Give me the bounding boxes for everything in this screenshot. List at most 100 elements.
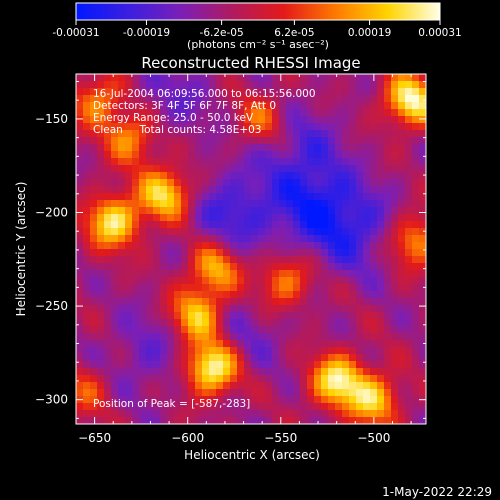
- heatmap-cell: [356, 284, 364, 292]
- heatmap-cell: [244, 214, 252, 222]
- heatmap-cell: [83, 326, 91, 334]
- heatmap-cell: [265, 417, 273, 424]
- heatmap-cell: [209, 403, 217, 411]
- heatmap-cell: [258, 396, 266, 404]
- heatmap-cell: [90, 382, 98, 390]
- heatmap-cell: [97, 228, 105, 236]
- heatmap-cell: [195, 228, 203, 236]
- heatmap-cell: [405, 284, 413, 292]
- heatmap-cell: [202, 298, 210, 306]
- heatmap-cell: [272, 312, 280, 320]
- heatmap-cell: [76, 95, 84, 103]
- heatmap-cell: [118, 221, 126, 229]
- heatmap-cell: [230, 214, 238, 222]
- heatmap-cell: [391, 116, 399, 124]
- heatmap-cell: [76, 123, 84, 131]
- heatmap-cell: [265, 123, 273, 131]
- heatmap-cell: [279, 270, 287, 278]
- heatmap-cell: [97, 277, 105, 285]
- heatmap-cell: [265, 158, 273, 166]
- heatmap-cell: [265, 354, 273, 362]
- heatmap-cell: [209, 256, 217, 264]
- heatmap-cell: [139, 291, 147, 299]
- heatmap-cell: [202, 403, 210, 411]
- heatmap-cell: [195, 403, 203, 411]
- heatmap-cell: [90, 249, 98, 257]
- heatmap-cell: [391, 340, 399, 348]
- heatmap-cell: [90, 102, 98, 110]
- heatmap-cell: [286, 396, 294, 404]
- heatmap-cell: [97, 130, 105, 138]
- heatmap-cell: [335, 214, 343, 222]
- heatmap-cell: [230, 242, 238, 250]
- heatmap-cell: [293, 284, 301, 292]
- heatmap-cell: [314, 228, 322, 236]
- heatmap-cell: [286, 88, 294, 96]
- heatmap-cell: [391, 81, 399, 89]
- heatmap-cell: [356, 319, 364, 327]
- heatmap-cell: [202, 242, 210, 250]
- heatmap-cell: [314, 214, 322, 222]
- heatmap-cell: [279, 81, 287, 89]
- heatmap-cell: [307, 95, 315, 103]
- heatmap-cell: [153, 151, 161, 159]
- heatmap-cell: [216, 130, 224, 138]
- heatmap-cell: [349, 179, 357, 187]
- heatmap-cell: [419, 340, 426, 348]
- heatmap-cell: [300, 340, 308, 348]
- heatmap-cell: [167, 172, 175, 180]
- heatmap-cell: [405, 151, 413, 159]
- heatmap-cell: [237, 95, 245, 103]
- heatmap-cell: [153, 417, 161, 424]
- heatmap-cell: [90, 291, 98, 299]
- heatmap-cell: [167, 228, 175, 236]
- heatmap-cell: [314, 74, 322, 82]
- heatmap-cell: [244, 340, 252, 348]
- heatmap-cell: [132, 354, 140, 362]
- heatmap-cell: [230, 298, 238, 306]
- heatmap-cell: [104, 137, 112, 145]
- heatmap-cell: [251, 354, 259, 362]
- heatmap-cell: [216, 263, 224, 271]
- heatmap-cell: [356, 88, 364, 96]
- heatmap-cell: [342, 214, 350, 222]
- heatmap-cell: [125, 326, 133, 334]
- heatmap-cell: [223, 123, 231, 131]
- heatmap-cell: [244, 151, 252, 159]
- heatmap-cell: [419, 270, 426, 278]
- colorbar: [75, 2, 441, 21]
- heatmap-cell: [174, 193, 182, 201]
- heatmap-cell: [167, 151, 175, 159]
- heatmap-cell: [314, 172, 322, 180]
- heatmap-cell: [265, 207, 273, 215]
- heatmap-cell: [167, 354, 175, 362]
- heatmap-cell: [307, 375, 315, 383]
- heatmap-cell: [174, 270, 182, 278]
- heatmap-cell: [125, 389, 133, 397]
- heatmap-cell: [174, 116, 182, 124]
- heatmap-cell: [125, 102, 133, 110]
- heatmap-cell: [230, 144, 238, 152]
- heatmap-cell: [279, 256, 287, 264]
- heatmap-cell: [328, 116, 336, 124]
- heatmap-cell: [202, 354, 210, 362]
- heatmap-cell: [272, 81, 280, 89]
- x-tick-label: −550: [264, 431, 297, 445]
- heatmap-cell: [181, 144, 189, 152]
- heatmap-cell: [349, 123, 357, 131]
- heatmap-cell: [398, 319, 406, 327]
- heatmap-cell: [335, 368, 343, 376]
- heatmap-cell: [307, 137, 315, 145]
- heatmap-cell: [76, 319, 84, 327]
- heatmap-cell: [314, 284, 322, 292]
- heatmap-cell: [230, 179, 238, 187]
- heatmap-cell: [76, 137, 84, 145]
- heatmap-cell: [83, 270, 91, 278]
- heatmap-cell: [405, 249, 413, 257]
- heatmap-cell: [104, 130, 112, 138]
- heatmap-cell: [237, 74, 245, 82]
- heatmap-cell: [216, 284, 224, 292]
- heatmap-cell: [104, 340, 112, 348]
- heatmap-cell: [356, 200, 364, 208]
- heatmap-cell: [258, 256, 266, 264]
